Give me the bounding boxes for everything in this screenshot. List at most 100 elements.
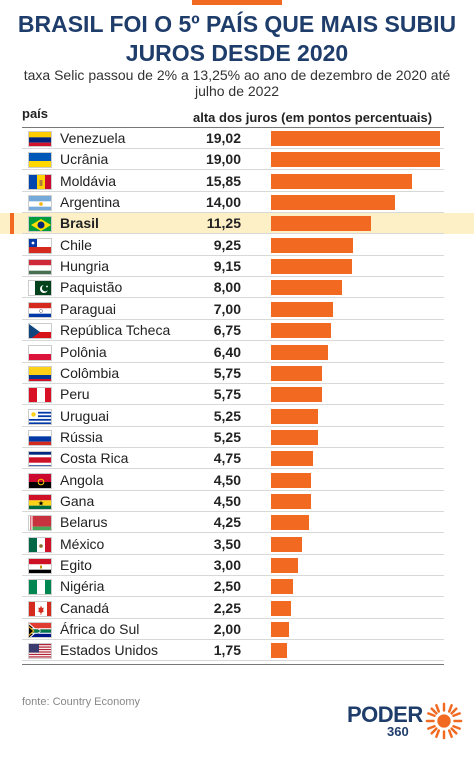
table-row: Angola 4,50 <box>0 470 474 491</box>
value-label: 14,00 <box>205 194 241 211</box>
value-label: 5,75 <box>213 364 241 381</box>
title-line-2: JUROS DESDE 2020 <box>125 40 349 66</box>
table-row: Moldávia 15,85 <box>0 171 474 192</box>
bar <box>271 536 303 552</box>
bar <box>271 216 371 232</box>
canada-flag-icon <box>28 600 52 617</box>
country-label: Rússia <box>60 428 103 445</box>
title-line-1: BRASIL FOI O 5º PAÍS QUE MAIS SUBIU <box>17 11 457 37</box>
value-label: 4,75 <box>213 450 241 467</box>
ukraine-flag-icon <box>28 152 52 169</box>
costa-rica-flag-icon <box>28 451 52 468</box>
country-label: Venezuela <box>60 130 126 146</box>
country-label: Chile <box>60 236 92 253</box>
value-label: 4,25 <box>213 514 241 531</box>
czech-republic-flag-icon <box>28 323 52 340</box>
table-row: Uruguai 5,25 <box>0 406 474 427</box>
bar <box>271 344 328 360</box>
table-row: Belarus 4,25 <box>0 512 474 534</box>
row-divider <box>22 489 444 491</box>
chart-title: BRASIL FOI O 5º PAÍS QUE MAIS SUBIU JURO… <box>0 10 474 68</box>
angola-flag-icon <box>28 472 52 489</box>
value-label: 5,25 <box>213 407 241 424</box>
row-divider <box>22 510 444 512</box>
value-label: 15,85 <box>205 172 241 189</box>
table-row: Paraguai 7,00 <box>0 299 474 320</box>
row-divider <box>22 169 444 171</box>
header-divider <box>22 127 444 128</box>
table-row: Nigéria 2,50 <box>0 576 474 598</box>
table-row: Estados Unidos 1,75 <box>0 640 474 662</box>
hungary-flag-icon <box>28 259 52 276</box>
value-label: 6,75 <box>213 322 241 339</box>
bar <box>271 280 343 296</box>
country-label: Egito <box>60 557 92 573</box>
row-divider <box>22 404 444 406</box>
country-label: Gana <box>60 492 95 509</box>
table-row: Colômbia 5,75 <box>0 363 474 384</box>
bar <box>271 558 298 573</box>
row-divider <box>22 276 444 278</box>
country-label: Argentina <box>60 194 120 211</box>
value-label: 1,75 <box>213 642 241 659</box>
country-label: República Tcheca <box>60 322 171 339</box>
row-divider <box>22 553 444 555</box>
egypt-flag-icon <box>28 558 52 574</box>
country-label: Nigéria <box>60 578 105 595</box>
logo-number: 360 <box>387 724 409 739</box>
bar <box>271 323 331 339</box>
country-label: Brasil <box>60 215 99 232</box>
value-label: 4,50 <box>213 492 241 509</box>
value-label: 3,00 <box>213 557 241 573</box>
brazil-flag-icon <box>28 216 52 233</box>
value-label: 11,25 <box>206 215 241 232</box>
table-row: Polônia 6,40 <box>0 342 474 363</box>
row-divider <box>22 318 444 320</box>
bar <box>271 365 323 381</box>
country-label: Estados Unidos <box>60 642 159 659</box>
poland-flag-icon <box>28 344 52 361</box>
table-row: Chile 9,25 <box>0 235 474 256</box>
bar <box>271 131 440 146</box>
value-label: 2,00 <box>213 621 241 638</box>
bar <box>271 301 334 317</box>
row-divider <box>22 639 444 641</box>
mexico-flag-icon <box>28 536 52 553</box>
table-row: México 3,50 <box>0 534 474 555</box>
south-africa-flag-icon <box>28 622 52 639</box>
argentina-flag-icon <box>28 195 52 212</box>
source-note: fonte: Country Economy <box>22 696 141 708</box>
row-divider <box>22 254 444 256</box>
colombia-flag-icon <box>28 365 52 382</box>
row-divider <box>22 532 444 534</box>
peru-flag-icon <box>28 387 52 404</box>
table-row: Argentina 14,00 <box>0 192 474 214</box>
row-divider <box>22 596 444 598</box>
row-divider <box>22 446 444 448</box>
country-label: Belarus <box>60 514 108 531</box>
row-divider <box>22 340 444 342</box>
country-label: Polônia <box>60 343 107 360</box>
belarus-flag-icon <box>28 515 52 532</box>
table-row: Rússia 5,25 <box>0 427 474 448</box>
table-row: Venezuela 19,02 <box>0 128 474 149</box>
value-label: 19,02 <box>205 130 241 146</box>
paraguay-flag-icon <box>28 301 52 318</box>
pakistan-flag-icon <box>28 280 52 297</box>
country-label: México <box>60 535 105 552</box>
country-label: Moldávia <box>60 172 117 189</box>
bar <box>271 493 311 509</box>
bar <box>271 451 314 467</box>
table-row: Costa Rica 4,75 <box>0 448 474 470</box>
country-label: Peru <box>60 386 90 403</box>
table-row: Brasil 11,25 <box>0 213 474 235</box>
bar <box>271 600 291 616</box>
bar <box>271 237 354 253</box>
value-label: 5,75 <box>213 386 241 403</box>
country-label: Costa Rica <box>60 450 129 467</box>
value-label: 8,00 <box>213 279 241 296</box>
value-label: 5,25 <box>213 428 241 445</box>
bar <box>271 579 294 595</box>
row-divider <box>22 190 444 192</box>
sun-icon <box>425 702 463 740</box>
